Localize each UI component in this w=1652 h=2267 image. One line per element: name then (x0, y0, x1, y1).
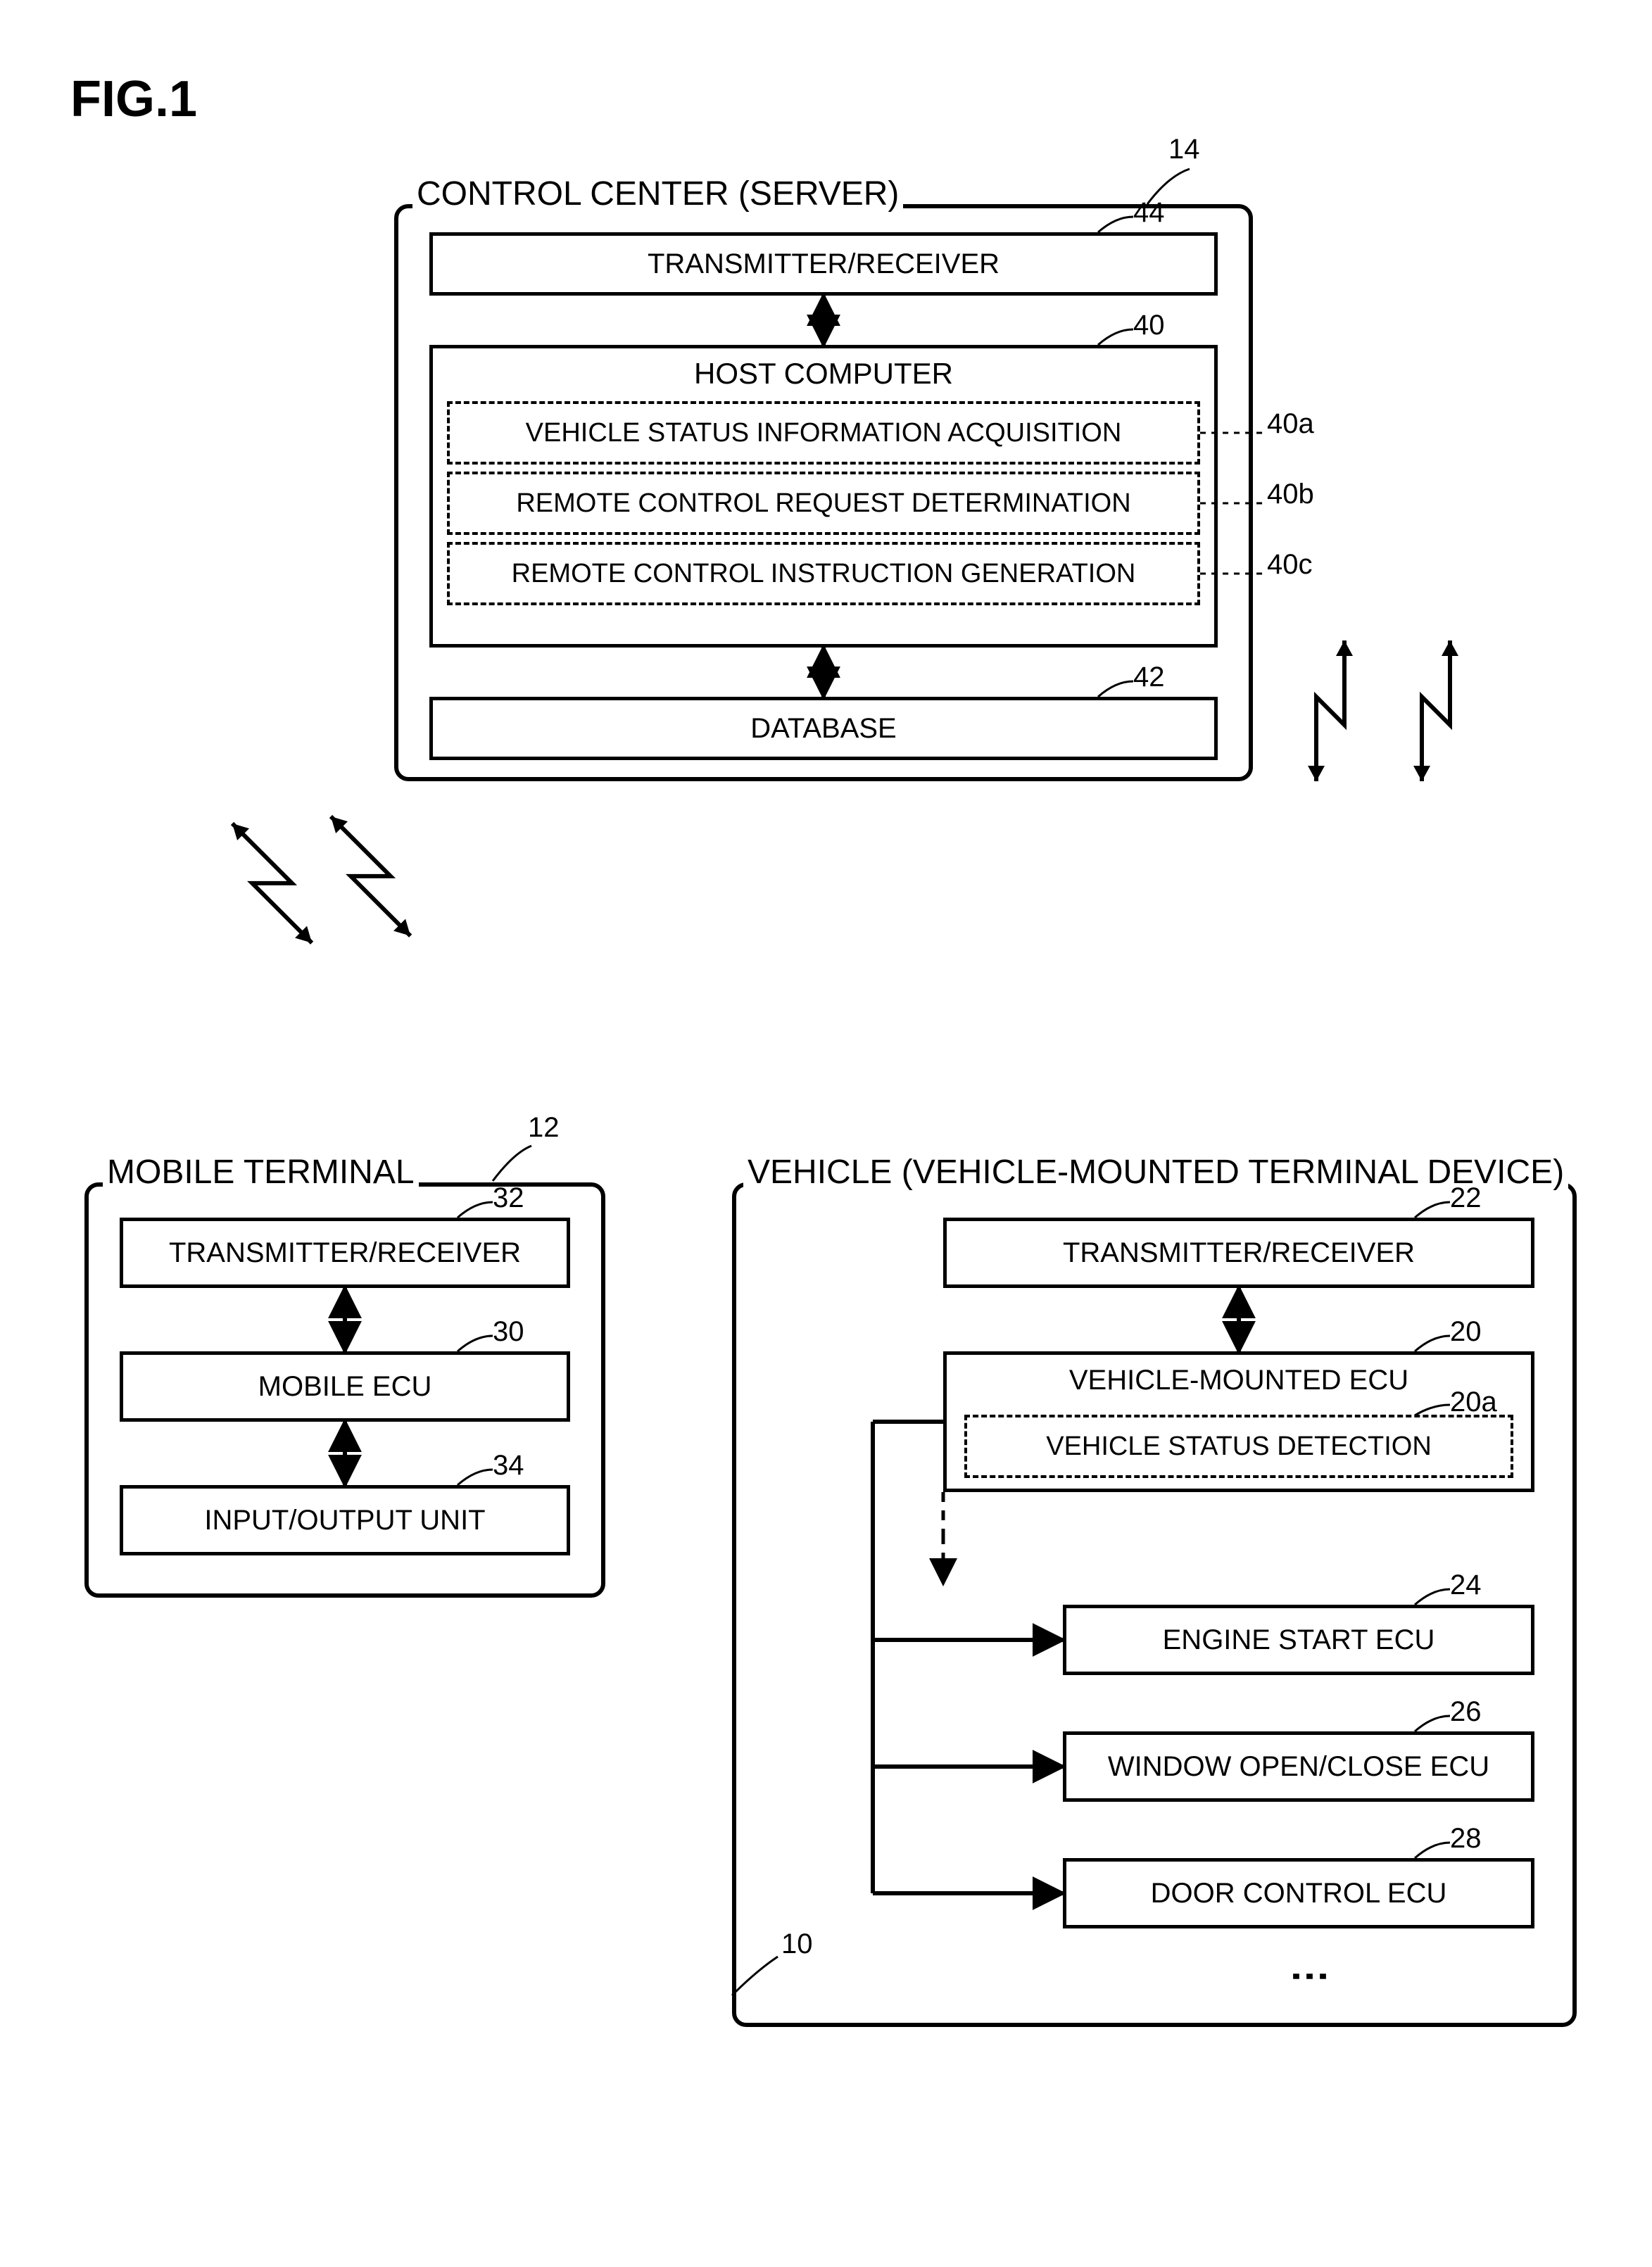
mt-transmitter-receiver-ref: 32 (493, 1182, 524, 1214)
cc-transmitter-receiver-ref: 44 (1133, 197, 1165, 229)
remote-ctrl-inst-gen: REMOTE CONTROL INSTRUCTION GENERATION (447, 542, 1200, 605)
mobile-terminal-ref: 12 (528, 1112, 560, 1144)
control-center-ref: 14 (1168, 134, 1200, 165)
cc-transmitter-receiver-label: TRANSMITTER/RECEIVER (648, 248, 1000, 280)
door-control-ecu: DOOR CONTROL ECU (1063, 1858, 1534, 1928)
engine-start-ecu: ENGINE START ECU (1063, 1605, 1534, 1675)
v-transmitter-receiver: TRANSMITTER/RECEIVER (943, 1218, 1534, 1288)
input-output-unit-ref: 34 (493, 1450, 524, 1482)
vehicle-status-info-acq-ref: 40a (1267, 408, 1314, 440)
figure-title: FIG.1 (70, 70, 197, 128)
database-ref: 42 (1133, 662, 1165, 693)
engine-start-ecu-ref: 24 (1450, 1570, 1482, 1601)
diagram-page: FIG.1 CONTROL CENTER (SERVER) 14 TRANSMI… (28, 28, 1624, 2239)
remote-ctrl-req-det-ref: 40b (1267, 479, 1314, 510)
cc-transmitter-receiver: TRANSMITTER/RECEIVER (429, 232, 1218, 296)
vehicle-status-info-acq: VEHICLE STATUS INFORMATION ACQUISITION (447, 401, 1200, 465)
window-open-close-ecu: WINDOW OPEN/CLOSE ECU (1063, 1731, 1534, 1802)
control-center-label: CONTROL CENTER (SERVER) (412, 175, 903, 213)
vehicle-status-detection: VEHICLE STATUS DETECTION (964, 1415, 1513, 1478)
vehicle-mounted-ecu-ref: 20 (1450, 1316, 1482, 1348)
vehicle-ref: 10 (781, 1928, 813, 1960)
input-output-unit: INPUT/OUTPUT UNIT (120, 1485, 570, 1555)
mt-transmitter-receiver: TRANSMITTER/RECEIVER (120, 1218, 570, 1288)
mobile-ecu: MOBILE ECU (120, 1351, 570, 1422)
remote-ctrl-inst-gen-ref: 40c (1267, 549, 1313, 581)
mobile-terminal-label: MOBILE TERMINAL (103, 1153, 419, 1192)
v-transmitter-receiver-ref: 22 (1450, 1182, 1482, 1214)
database: DATABASE (429, 697, 1218, 760)
mobile-ecu-ref: 30 (493, 1316, 524, 1348)
vehicle-label: VEHICLE (VEHICLE-MOUNTED TERMINAL DEVICE… (743, 1153, 1568, 1192)
remote-ctrl-req-det: REMOTE CONTROL REQUEST DETERMINATION (447, 472, 1200, 535)
host-computer-ref: 40 (1133, 310, 1165, 341)
host-computer-label: HOST COMPUTER (694, 357, 953, 391)
door-control-ecu-ref: 28 (1450, 1823, 1482, 1855)
ellipsis-icon: ⋮ (1288, 1957, 1334, 2000)
window-open-close-ecu-ref: 26 (1450, 1696, 1482, 1728)
vehicle-status-detection-ref: 20a (1450, 1387, 1497, 1418)
